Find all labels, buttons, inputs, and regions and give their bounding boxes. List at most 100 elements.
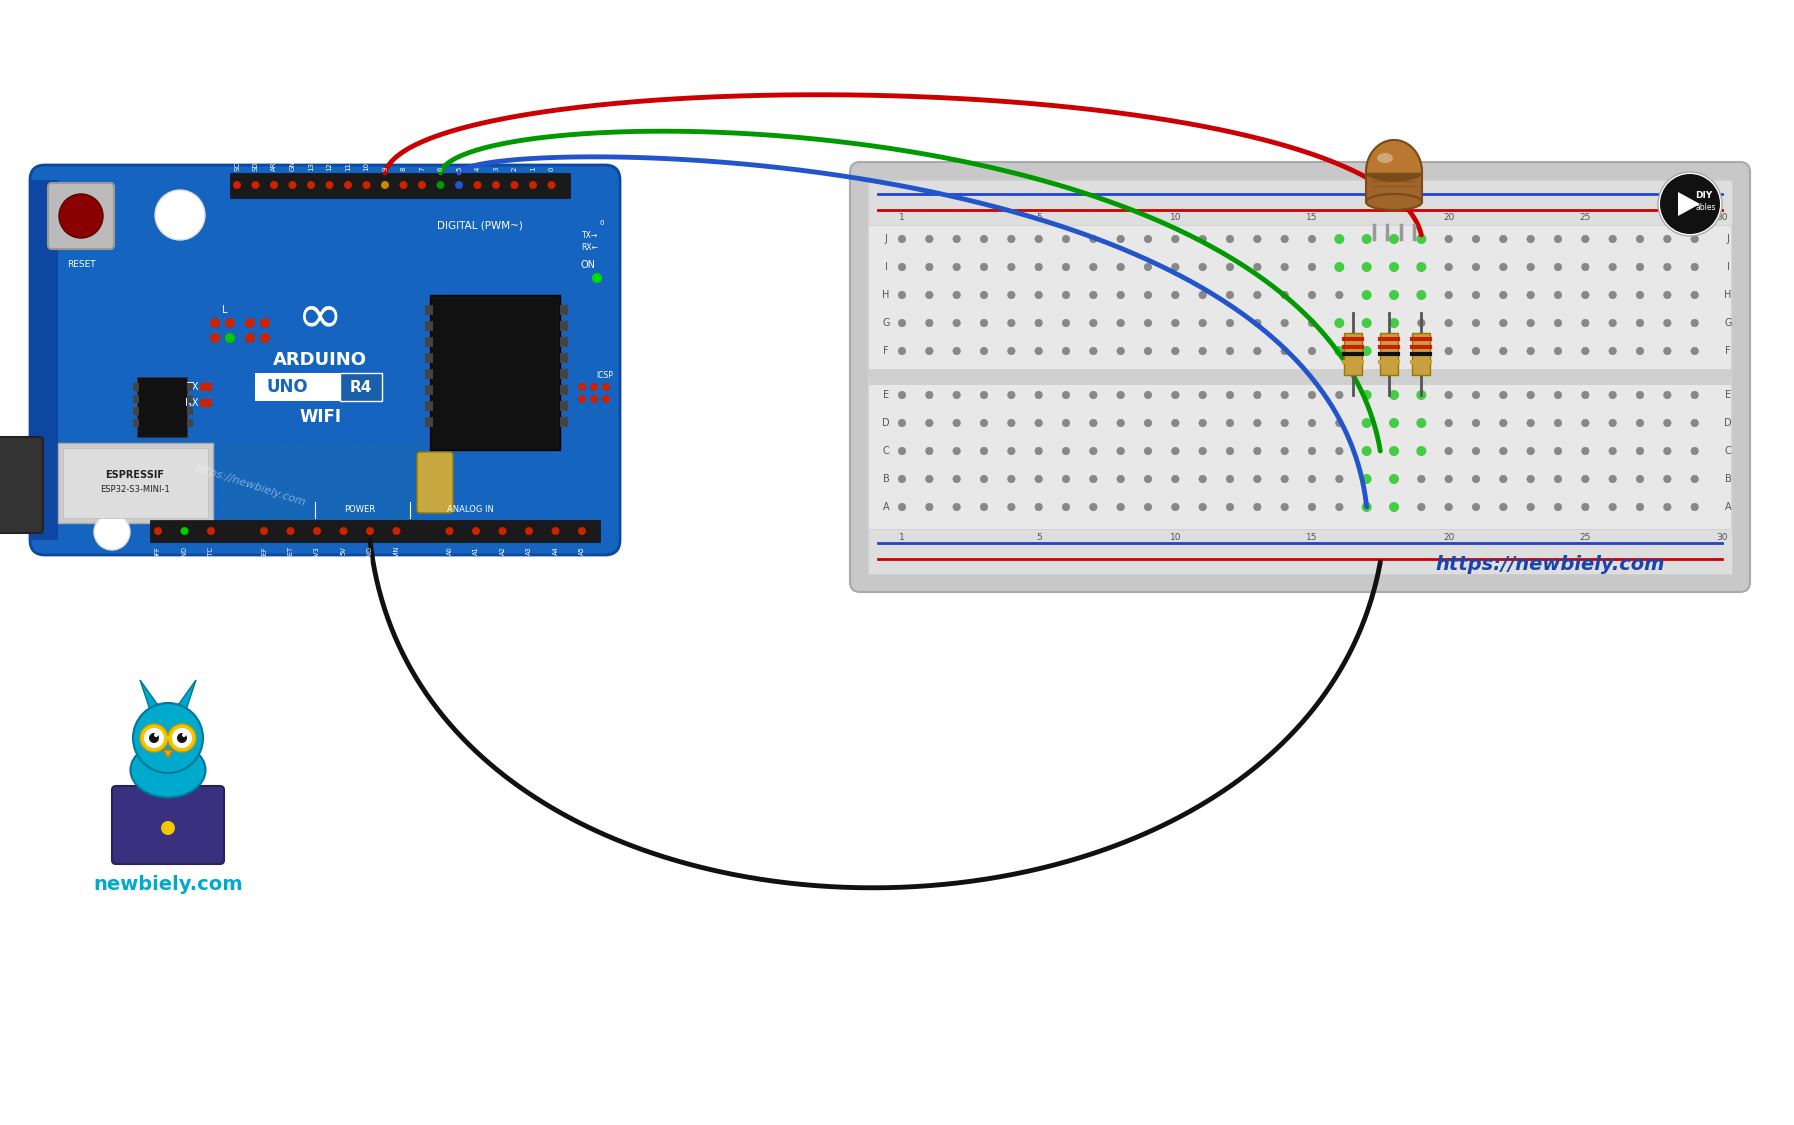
Text: E: E bbox=[883, 390, 890, 400]
Text: 5: 5 bbox=[456, 166, 463, 171]
Circle shape bbox=[1415, 290, 1426, 300]
Circle shape bbox=[1389, 474, 1399, 484]
Text: RX←: RX← bbox=[581, 243, 599, 252]
Circle shape bbox=[1335, 448, 1344, 454]
Bar bbox=[341, 374, 382, 400]
Circle shape bbox=[926, 263, 933, 271]
Circle shape bbox=[1659, 174, 1720, 234]
Text: J: J bbox=[1726, 234, 1729, 244]
FancyBboxPatch shape bbox=[30, 165, 621, 555]
Circle shape bbox=[1444, 420, 1453, 426]
Circle shape bbox=[1473, 235, 1480, 243]
Circle shape bbox=[1473, 392, 1480, 398]
Circle shape bbox=[1089, 235, 1098, 243]
Text: 10: 10 bbox=[1170, 533, 1180, 542]
Bar bbox=[868, 529, 1731, 574]
Circle shape bbox=[1527, 475, 1534, 483]
Circle shape bbox=[590, 382, 597, 391]
Bar bbox=[868, 369, 1731, 385]
Circle shape bbox=[1362, 262, 1372, 272]
Bar bbox=[199, 399, 212, 407]
Circle shape bbox=[1308, 503, 1315, 511]
Circle shape bbox=[1417, 319, 1424, 326]
Circle shape bbox=[953, 235, 960, 243]
FancyBboxPatch shape bbox=[48, 183, 115, 249]
Circle shape bbox=[251, 181, 260, 189]
Text: IOREF: IOREF bbox=[260, 546, 267, 566]
Circle shape bbox=[899, 348, 906, 354]
Circle shape bbox=[1308, 448, 1315, 454]
Circle shape bbox=[1389, 318, 1399, 328]
Text: VRTC: VRTC bbox=[208, 546, 213, 562]
Text: 15: 15 bbox=[1306, 533, 1319, 542]
Circle shape bbox=[1062, 235, 1069, 243]
Circle shape bbox=[1281, 392, 1288, 398]
Circle shape bbox=[1582, 263, 1589, 271]
Circle shape bbox=[1554, 348, 1563, 354]
Circle shape bbox=[1663, 319, 1672, 326]
Bar bbox=[133, 382, 138, 391]
Text: 3V3: 3V3 bbox=[314, 546, 319, 559]
Circle shape bbox=[1658, 172, 1722, 236]
Circle shape bbox=[1308, 235, 1315, 243]
Circle shape bbox=[529, 181, 536, 189]
Circle shape bbox=[1062, 448, 1069, 454]
Text: OFF: OFF bbox=[154, 546, 161, 559]
Circle shape bbox=[260, 333, 271, 343]
Circle shape bbox=[1035, 392, 1042, 398]
Circle shape bbox=[1281, 503, 1288, 511]
Circle shape bbox=[1500, 263, 1507, 271]
Circle shape bbox=[181, 734, 187, 737]
Circle shape bbox=[899, 448, 906, 454]
Circle shape bbox=[1118, 263, 1125, 271]
Circle shape bbox=[926, 503, 933, 511]
Circle shape bbox=[1118, 503, 1125, 511]
Text: POWER: POWER bbox=[344, 505, 375, 514]
Circle shape bbox=[1308, 392, 1315, 398]
Circle shape bbox=[1554, 420, 1563, 426]
Circle shape bbox=[224, 333, 235, 343]
Circle shape bbox=[926, 420, 933, 426]
Bar bbox=[255, 374, 341, 400]
Circle shape bbox=[1636, 348, 1643, 354]
Circle shape bbox=[1008, 420, 1015, 426]
Circle shape bbox=[1254, 420, 1261, 426]
Circle shape bbox=[1008, 291, 1015, 299]
Circle shape bbox=[1335, 262, 1344, 272]
Circle shape bbox=[1692, 448, 1699, 454]
Text: ESP32-S3-MINI-1: ESP32-S3-MINI-1 bbox=[100, 486, 170, 495]
Circle shape bbox=[980, 420, 988, 426]
Circle shape bbox=[980, 503, 988, 511]
Circle shape bbox=[1609, 503, 1616, 511]
Circle shape bbox=[59, 193, 102, 238]
Circle shape bbox=[149, 734, 160, 742]
Circle shape bbox=[1389, 390, 1399, 400]
Circle shape bbox=[1692, 291, 1699, 299]
Circle shape bbox=[953, 392, 960, 398]
Circle shape bbox=[1636, 263, 1643, 271]
Circle shape bbox=[1362, 446, 1372, 456]
Circle shape bbox=[1663, 420, 1672, 426]
Polygon shape bbox=[1677, 192, 1701, 216]
Circle shape bbox=[899, 503, 906, 511]
Circle shape bbox=[1254, 291, 1261, 299]
Text: 15: 15 bbox=[1306, 213, 1319, 222]
Circle shape bbox=[1636, 503, 1643, 511]
Bar bbox=[1412, 333, 1430, 375]
Circle shape bbox=[1227, 392, 1234, 398]
Circle shape bbox=[1089, 448, 1098, 454]
Circle shape bbox=[380, 181, 389, 189]
Circle shape bbox=[1527, 420, 1534, 426]
Bar bbox=[136, 377, 187, 436]
Circle shape bbox=[1227, 475, 1234, 483]
Text: I: I bbox=[884, 262, 888, 272]
Circle shape bbox=[980, 319, 988, 326]
Circle shape bbox=[1198, 503, 1207, 511]
Text: C: C bbox=[1724, 446, 1731, 456]
Text: AREF: AREF bbox=[271, 153, 276, 171]
Circle shape bbox=[1335, 392, 1344, 398]
Circle shape bbox=[312, 526, 321, 536]
Circle shape bbox=[526, 526, 533, 536]
Circle shape bbox=[547, 181, 556, 189]
Circle shape bbox=[1609, 291, 1616, 299]
